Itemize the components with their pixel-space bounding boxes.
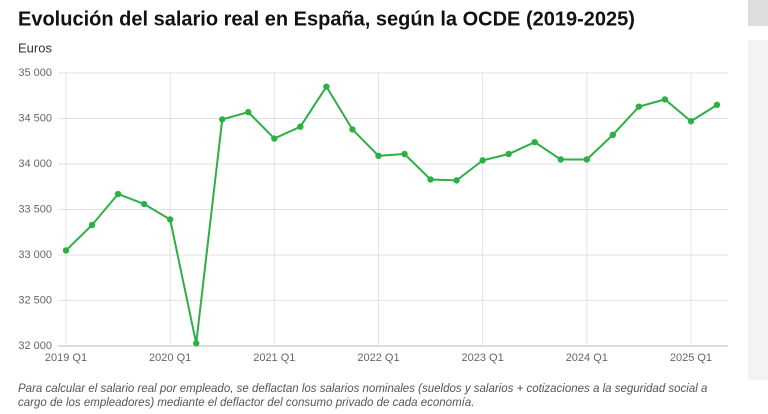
point bbox=[219, 116, 226, 123]
point bbox=[557, 156, 564, 163]
line bbox=[65, 84, 718, 344]
point bbox=[323, 83, 330, 90]
point bbox=[583, 156, 590, 163]
point bbox=[88, 221, 96, 229]
y-tick-label: 34 500 bbox=[18, 112, 52, 124]
x-tick-label: 2021 Q1 bbox=[253, 352, 295, 364]
point bbox=[505, 150, 512, 158]
point bbox=[635, 103, 643, 110]
y-tick-label: 32 500 bbox=[18, 294, 52, 306]
x-tick-label: 2024 Q1 bbox=[566, 352, 608, 364]
y-tick-label: 33 000 bbox=[18, 249, 52, 261]
point bbox=[297, 123, 304, 130]
chart-title: Evolución del salario real en España, se… bbox=[18, 8, 635, 30]
point bbox=[193, 340, 200, 347]
y-tick-label: 33 500 bbox=[18, 203, 52, 215]
point bbox=[453, 177, 460, 184]
footnote: Para calcular el salario real por emplea… bbox=[18, 383, 708, 409]
point bbox=[427, 176, 434, 183]
point bbox=[349, 126, 356, 133]
point bbox=[661, 96, 669, 103]
point bbox=[401, 150, 408, 158]
point bbox=[140, 200, 148, 208]
point bbox=[479, 157, 486, 164]
thumbnail bbox=[748, 0, 768, 26]
scrollbar bbox=[748, 40, 768, 380]
x-tick-label: 2022 Q1 bbox=[357, 352, 399, 364]
point bbox=[375, 152, 382, 160]
point bbox=[62, 247, 70, 254]
point bbox=[245, 108, 252, 116]
chart: Evolución del salario real en España, se… bbox=[18, 0, 768, 380]
y-axis-label: Euros bbox=[18, 40, 52, 55]
point bbox=[271, 135, 278, 142]
point bbox=[166, 216, 174, 223]
point bbox=[531, 138, 538, 146]
x-tick-label: 2019 Q1 bbox=[45, 352, 87, 364]
x-tick-label: 2025 Q1 bbox=[670, 352, 712, 364]
point bbox=[713, 101, 721, 109]
point bbox=[114, 190, 122, 198]
point bbox=[609, 131, 617, 139]
point bbox=[687, 118, 695, 125]
x-tick-label: 2023 Q1 bbox=[462, 352, 504, 364]
y-tick-label: 35 000 bbox=[18, 67, 52, 79]
x-tick-label: 2020 Q1 bbox=[149, 352, 191, 364]
y-tick-label: 34 000 bbox=[18, 158, 52, 170]
y-tick-label: 32 000 bbox=[18, 340, 52, 352]
